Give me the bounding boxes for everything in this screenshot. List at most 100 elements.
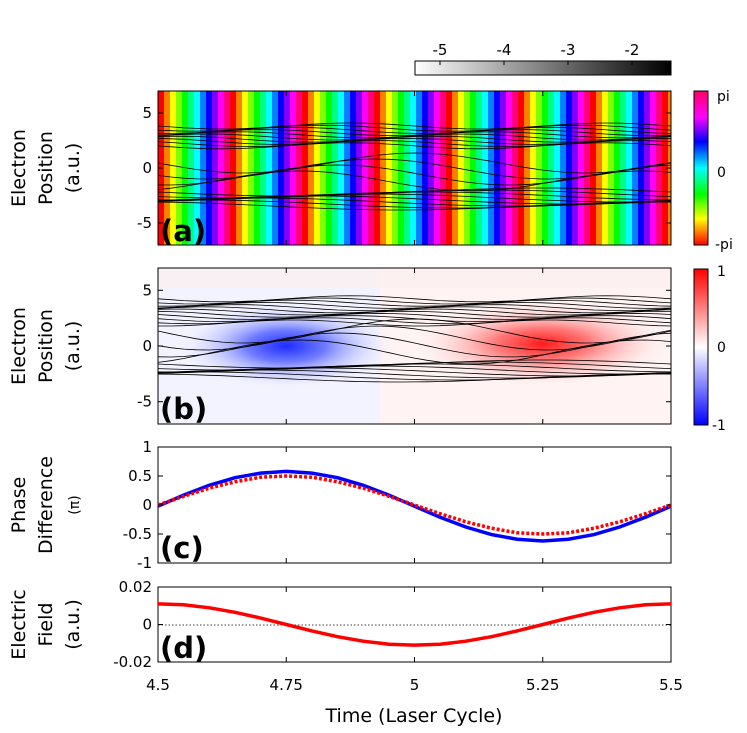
phase-stripe [470,91,477,245]
colorbar-b-top: 1 [717,264,726,280]
phase-stripe [542,91,549,245]
phase-stripe [626,91,633,245]
contour-line [158,152,671,174]
phase-stripe [242,91,249,245]
phase-stripe [656,91,663,245]
y-tick-label: 0 [142,616,152,634]
phase-stripe [194,91,201,245]
panel-b: (b) 1 0 -1 [157,264,726,434]
colorbar-top-tick-label: -5 [433,41,448,59]
y-axis-label-line: Electric [8,589,30,659]
phase-stripe [560,91,567,245]
phase-stripe [566,91,573,245]
phase-stripe [224,91,231,245]
phase-stripe [260,91,267,245]
series-line [157,469,672,543]
phase-stripe [512,91,519,245]
phase-stripe [230,91,237,245]
phase-stripe [284,91,291,245]
y-axis-label-line: Electron [8,307,30,385]
phase-stripe [572,91,579,245]
phase-stripe [614,91,621,245]
phase-stripe [602,91,609,245]
y-axis-label-line: (a.u.) [62,143,84,194]
phase-stripe [362,91,369,245]
colorbar-a-bottom: -pi [715,237,733,253]
series-line [157,602,672,647]
phase-stripe [410,91,417,245]
phase-stripe [254,91,261,245]
axes-frame-d [157,586,672,663]
phase-stripe [266,91,273,245]
phase-stripe [506,91,513,245]
phase-stripe [236,91,243,245]
y-tick-label: 0 [142,337,152,355]
phase-stripe [590,91,597,245]
colorbar-top-tick-label: -4 [497,41,512,59]
y-tick-label: -0.5 [123,525,152,543]
x-tick-label: 5.25 [526,676,559,694]
contour-line [158,170,671,192]
phase-stripe [644,91,651,245]
contour-line [158,371,671,381]
colorbar-b-mid: 0 [717,340,726,356]
contour-line [158,127,671,134]
phase-stripe [212,91,219,245]
phase-stripe [326,91,333,245]
contour-line [158,133,671,141]
contour-line [158,295,671,303]
phase-stripe [488,91,495,245]
x-axis-label: Time (Laser Cycle) [325,705,503,727]
panel-label-b: (b) [160,392,207,426]
phase-stripe [620,91,627,245]
phase-stripe [494,91,501,245]
phase-stripe [302,91,309,245]
lines-d [157,602,672,647]
y-tick-label: 0 [142,496,152,514]
contour-line [158,301,671,309]
contour-line [158,312,671,320]
y-tick-label: 0.02 [119,578,152,596]
phase-stripe [422,91,429,245]
phase-stripe [680,91,687,245]
contour-line [158,135,671,143]
colorbar-b: 1 0 -1 [693,264,726,434]
contour-lines-b [158,295,671,383]
y-axis-label-line: Field [35,603,57,647]
phase-stripe [278,91,285,245]
phase-stripe [662,91,669,245]
phase-stripe [482,91,489,245]
y-ticks: 5 0 -5 5 0 -5 1 0.5 0 -0.5 -1 0.02 0 -0.02 [113,104,671,671]
phase-stripe [428,91,435,245]
contour-line [158,373,671,383]
panel-a: (a) pi 0 -pi [157,89,733,253]
phase-stripe [350,91,357,245]
y-axis-label-line: (π) [67,495,83,514]
contour-line [158,164,671,186]
panel-d: (d) [157,586,672,665]
phase-stripe [374,91,381,245]
phase-stripe [206,91,213,245]
phase-stripe [200,91,207,245]
contour-line [158,306,671,314]
phase-stripe [440,91,447,245]
phase-stripe [530,91,537,245]
contour-line [158,191,671,201]
y-axis-label-line: Difference [35,456,57,554]
phase-stripe [404,91,411,245]
phase-stripe [398,91,405,245]
phase-stripe [608,91,615,245]
y-axis-label-line: Electron [8,129,30,207]
colorbar-a-top: pi [717,89,730,105]
contour-line [158,122,671,130]
contour-line [158,339,671,365]
phase-stripe [332,91,339,245]
phase-stripe [536,91,543,245]
y-axis-label-line: Position [35,309,57,383]
phase-stripe [248,91,255,245]
contour-line [158,140,671,148]
phase-stripe [446,91,453,245]
colorbar-top: -5 -4 -3 -2 [414,41,672,76]
y-tick-label: 0.5 [128,467,152,485]
